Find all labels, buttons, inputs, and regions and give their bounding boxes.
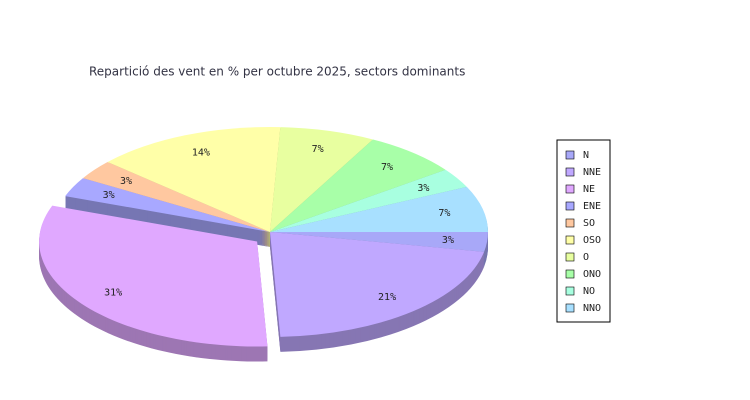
value-label: 3% xyxy=(417,183,429,194)
legend-label: ONO xyxy=(583,269,601,280)
legend-swatch xyxy=(565,218,575,228)
legend-swatch xyxy=(565,269,575,279)
slice xyxy=(270,186,488,232)
value-label: 3% xyxy=(120,176,132,187)
legend-label: SO xyxy=(583,218,595,229)
legend-swatch xyxy=(565,235,575,245)
slice xyxy=(65,178,271,232)
slice xyxy=(82,161,270,232)
legend: N NNE NE ENE SO OSO O ONO NO NNO xyxy=(565,150,601,314)
legend-label: OSO xyxy=(583,235,601,246)
value-label: 7% xyxy=(381,162,393,173)
slice xyxy=(270,139,446,232)
legend-swatch xyxy=(565,167,575,177)
legend-label: ENE xyxy=(583,201,601,212)
value-label: 3% xyxy=(103,190,115,201)
legend-label: NNO xyxy=(583,303,601,314)
slice xyxy=(270,232,485,337)
value-label: 14% xyxy=(192,148,210,159)
slice xyxy=(39,205,268,347)
legend-label: O xyxy=(583,252,589,263)
slice xyxy=(107,127,281,232)
value-label: 7% xyxy=(438,208,450,219)
legend-swatch xyxy=(565,201,575,211)
pie: 3% 21% 31% 3% 3% 14% 7% 7% 3% 7% xyxy=(39,127,488,362)
chart-title: Repartició des vent en % per octubre 202… xyxy=(89,65,465,79)
value-label: 21% xyxy=(378,292,396,303)
legend-swatch xyxy=(565,303,575,313)
legend-label: NE xyxy=(583,184,595,195)
value-label: 31% xyxy=(104,288,122,299)
legend-swatch xyxy=(565,184,575,194)
legend-label: N xyxy=(583,150,589,161)
legend-label: NO xyxy=(583,286,595,297)
slice xyxy=(270,232,488,252)
legend-label: NNE xyxy=(583,167,601,178)
slice xyxy=(270,127,373,232)
legend-swatch xyxy=(565,252,575,262)
legend-swatch xyxy=(565,286,575,296)
slice xyxy=(270,169,467,232)
legend-swatch xyxy=(565,150,575,160)
value-label: 3% xyxy=(442,235,454,246)
value-label: 7% xyxy=(312,144,324,155)
